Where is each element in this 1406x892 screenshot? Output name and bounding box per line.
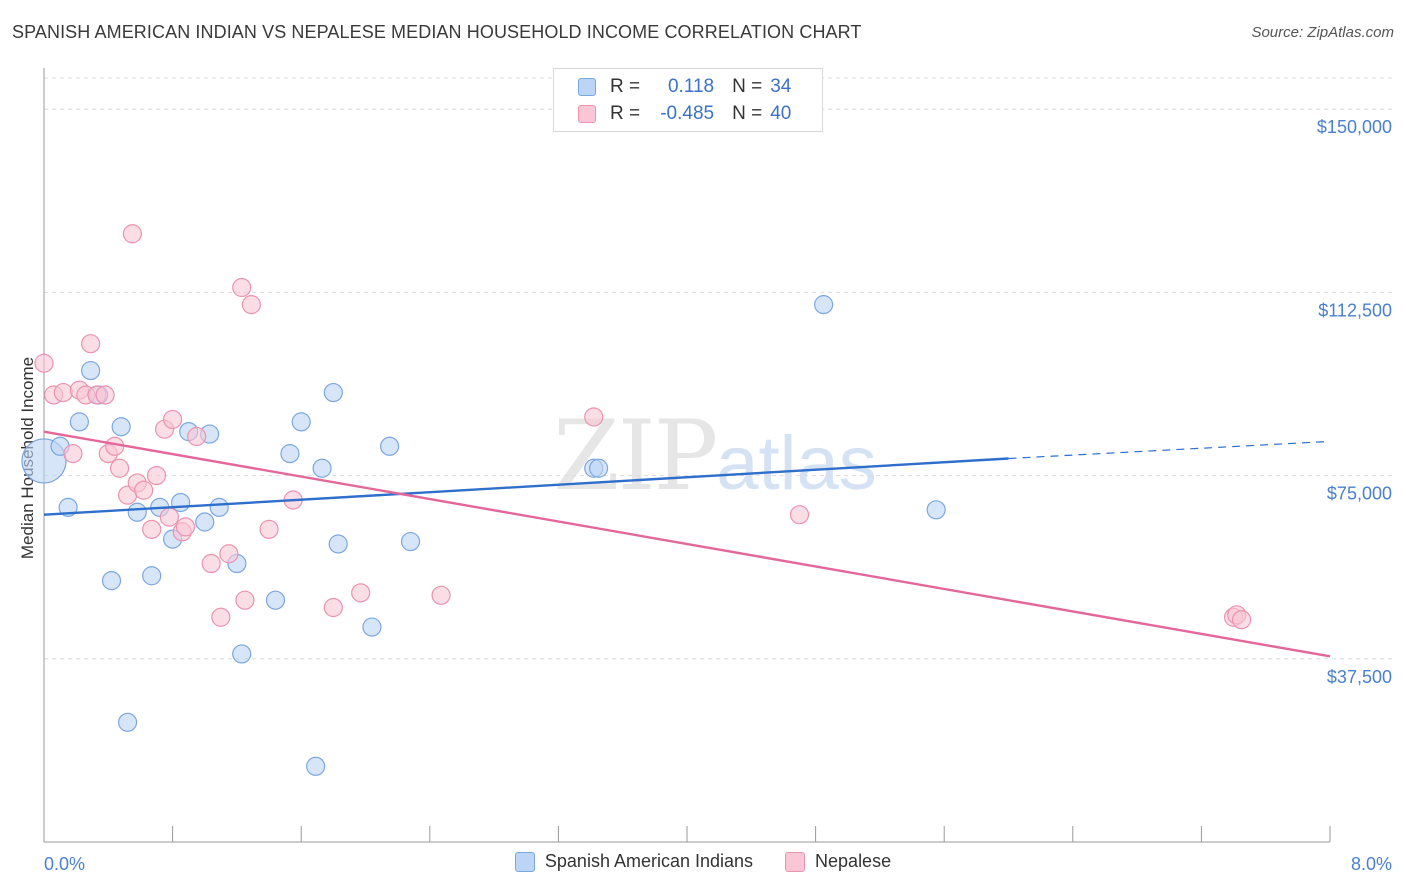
point-spanish-american-indians xyxy=(280,444,300,464)
gridlines xyxy=(44,77,1392,660)
y-tick-label: $112,500 xyxy=(1318,300,1392,320)
stats-legend: R = 0.118 N = 34 R = -0.485 N = 40 xyxy=(553,68,823,132)
point-spanish-american-indians xyxy=(265,590,286,610)
stats-row-blue: R = 0.118 N = 34 xyxy=(578,75,791,99)
series-legend: Spanish American Indians Nepalese xyxy=(0,851,1406,872)
point-spanish-american-indians xyxy=(69,412,89,432)
point-nepalese xyxy=(259,519,279,539)
point-nepalese xyxy=(1231,610,1252,630)
point-nepalese xyxy=(109,458,130,478)
point-spanish-american-indians xyxy=(101,571,122,591)
x-tick-label: 8.0% xyxy=(1351,854,1392,874)
point-nepalese xyxy=(142,519,162,539)
point-spanish-american-indians xyxy=(400,531,421,552)
point-nepalese xyxy=(122,224,143,244)
watermark-zip: ZIP xyxy=(553,400,718,512)
trend-line-spanish-american-indians xyxy=(43,457,1009,516)
r-value: 0.118 xyxy=(667,76,715,97)
point-spanish-american-indians xyxy=(142,566,162,586)
point-spanish-american-indians xyxy=(328,534,348,554)
point-spanish-american-indians xyxy=(111,417,131,437)
axes xyxy=(43,68,1331,843)
legend-item-spanish-american-indians: Spanish American Indians xyxy=(514,851,754,872)
blue-swatch xyxy=(578,78,596,96)
point-spanish-american-indians xyxy=(323,382,343,403)
legend-label: Nepalese xyxy=(815,851,892,871)
point-nepalese xyxy=(211,607,231,627)
point-spanish-american-indians xyxy=(81,360,101,381)
point-spanish-american-indians xyxy=(209,497,229,517)
point-nepalese xyxy=(241,295,261,315)
point-nepalese xyxy=(201,553,221,574)
point-nepalese xyxy=(163,409,183,430)
r-value: -0.485 xyxy=(660,103,715,124)
point-nepalese xyxy=(53,382,73,403)
point-nepalese xyxy=(789,505,810,525)
y-tick-label: $75,000 xyxy=(1327,484,1392,504)
pink-swatch xyxy=(785,851,806,872)
point-spanish-american-indians xyxy=(291,412,311,432)
point-nepalese xyxy=(146,465,167,486)
point-nepalese xyxy=(584,407,604,427)
point-nepalese xyxy=(95,385,115,405)
point-nepalese xyxy=(34,353,54,373)
trend-line-extension-spanish-american-indians xyxy=(1008,440,1331,460)
pink-swatch xyxy=(578,105,596,123)
blue-swatch xyxy=(514,851,535,872)
r-label: R = xyxy=(610,76,641,97)
point-nepalese xyxy=(235,590,255,610)
x-tick-label: 0.0% xyxy=(44,854,85,874)
point-spanish-american-indians xyxy=(588,458,609,478)
source-credit: Source: ZipAtlas.com xyxy=(1251,24,1394,41)
point-spanish-american-indians xyxy=(814,295,834,315)
x-tick-labels: 0.0% 8.0% xyxy=(44,854,1392,874)
y-tick-labels: $37,500 $75,000 $112,500 $150,000 xyxy=(1317,117,1392,687)
point-spanish-american-indians xyxy=(127,502,147,522)
point-nepalese xyxy=(159,507,179,527)
zipatlas-watermark: ZIPatlas xyxy=(553,400,877,512)
point-nepalese xyxy=(351,583,371,603)
r-label: R = xyxy=(610,103,641,124)
point-spanish-american-indians xyxy=(380,436,400,456)
point-nepalese xyxy=(323,597,343,618)
y-tick-label: $150,000 xyxy=(1317,117,1392,137)
legend-item-nepalese: Nepalese xyxy=(785,851,891,872)
point-spanish-american-indians xyxy=(195,512,215,532)
point-spanish-american-indians xyxy=(232,644,252,664)
watermark-atlas: atlas xyxy=(716,421,877,506)
trend-lines xyxy=(43,430,1331,658)
point-nepalese xyxy=(232,277,252,298)
point-spanish-american-indians xyxy=(306,756,326,776)
point-nepalese xyxy=(431,585,451,605)
trend-line-nepalese xyxy=(43,430,1331,658)
n-label: N = xyxy=(732,103,763,124)
n-label: N = xyxy=(732,76,763,97)
point-spanish-american-indians xyxy=(362,617,382,637)
point-nepalese xyxy=(81,334,101,354)
point-spanish-american-indians xyxy=(171,492,191,513)
point-spanish-american-indians xyxy=(312,458,332,478)
n-value: 34 xyxy=(770,76,792,97)
chart-title: SPANISH AMERICAN INDIAN VS NEPALESE MEDI… xyxy=(12,22,862,42)
point-nepalese xyxy=(63,444,83,464)
point-spanish-american-indians xyxy=(926,500,946,520)
y-tick-label: $37,500 xyxy=(1327,667,1392,687)
data-points xyxy=(21,224,1252,776)
stats-row-pink: R = -0.485 N = 40 xyxy=(578,102,791,126)
point-nepalese xyxy=(219,544,239,564)
point-spanish-american-indians xyxy=(117,712,138,732)
legend-label: Spanish American Indians xyxy=(544,851,754,871)
point-nepalese xyxy=(175,517,196,537)
point-nepalese xyxy=(134,480,154,500)
point-nepalese xyxy=(187,426,207,447)
n-value: 40 xyxy=(770,103,792,124)
